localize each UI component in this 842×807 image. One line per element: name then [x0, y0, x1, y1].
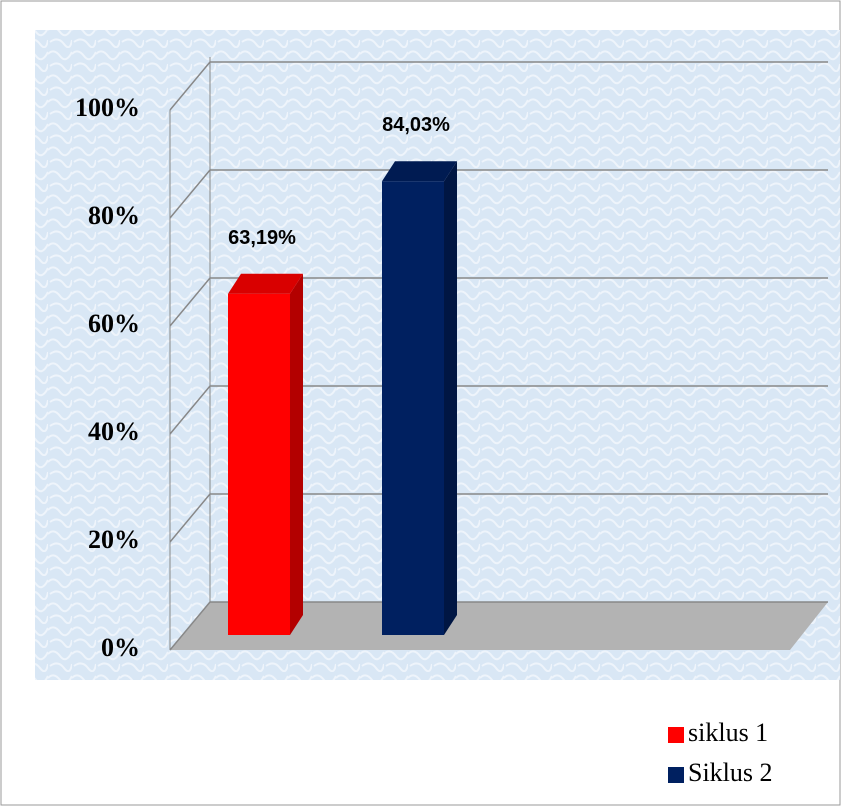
y-tick-label: 20% — [88, 525, 140, 554]
y-tick-label: 0% — [101, 633, 140, 662]
grid-line — [169, 169, 828, 219]
legend-swatch — [668, 767, 684, 783]
grid-line — [169, 385, 828, 435]
y-tick-label: 60% — [88, 309, 140, 338]
floor — [170, 602, 828, 650]
legend-label: siklus 1 — [688, 718, 768, 747]
bar-front — [382, 181, 444, 635]
y-tick-label: 100% — [75, 93, 140, 122]
bar-front — [228, 293, 290, 635]
legend-label: Siklus 2 — [688, 758, 773, 787]
grid-line — [169, 277, 828, 327]
bar — [382, 161, 457, 635]
bar-side — [444, 161, 457, 635]
grid-line — [169, 493, 828, 543]
value-label: 63,19% — [228, 227, 296, 249]
value-label: 84,03% — [382, 114, 450, 136]
bar-top — [228, 273, 303, 294]
bar — [228, 273, 303, 635]
grid-line — [169, 601, 828, 651]
y-tick-label: 40% — [88, 417, 140, 446]
bar-top — [382, 161, 457, 182]
y-tick-label: 80% — [88, 201, 140, 230]
legend-swatch — [668, 727, 684, 743]
bar-side — [290, 273, 303, 635]
grid-line — [169, 61, 828, 111]
